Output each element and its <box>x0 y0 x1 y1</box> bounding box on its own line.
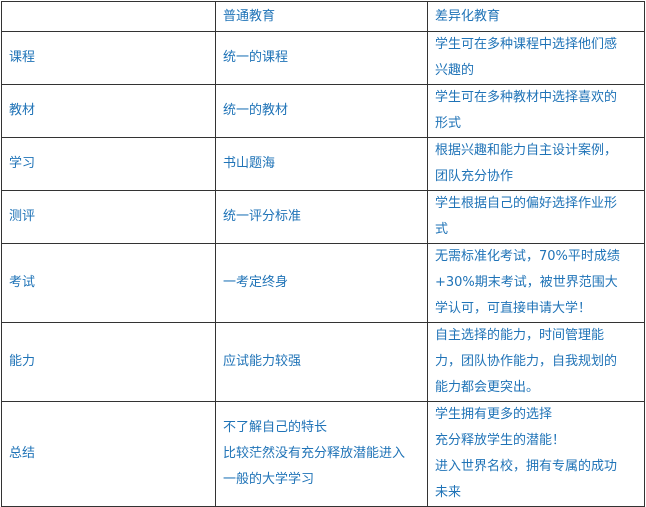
cell-line: 学生可在多种课程中选择他们感 <box>435 37 618 52</box>
cell-line: 未来 <box>435 485 462 500</box>
cell-line: 学生可在多种教材中选择喜欢的 <box>435 90 618 105</box>
differentiated-education-cell: 无需标准化考试，70%平时成绩 +30%期末考试，被世界范围大 学认可，可直接申请大… <box>427 243 645 323</box>
cell-line: 进入世界名校，拥有专属的成功 <box>435 459 618 474</box>
cell-line: 统一评分标准 <box>223 209 302 224</box>
row-label: 课程 <box>1 31 216 85</box>
row-label: 考试 <box>1 243 216 323</box>
differentiated-education-cell: 根据兴趣和能力自主设计案例， 团队充分协作 <box>427 137 645 191</box>
cell-line: 能力都会更突出。 <box>435 380 540 395</box>
cell-line: 自主选择的能力，时间管理能 <box>435 328 605 343</box>
cell-line: 书山题海 <box>223 156 276 171</box>
row-label: 学习 <box>1 137 216 191</box>
cell-line: 学认可，可直接申请大学！ <box>435 301 592 316</box>
table-row: 总结 不了解自己的特长 比较茫然没有充分释放潜能进入 一般的大学学习 学生拥有更多的选择… <box>1 401 645 507</box>
row-label: 教材 <box>1 84 216 138</box>
cell-line: 应试能力较强 <box>223 354 302 369</box>
cell-line: 不了解自己的特长 <box>223 420 328 435</box>
normal-education-cell: 应试能力较强 <box>215 322 428 402</box>
normal-education-cell: 书山题海 <box>215 137 428 191</box>
cell-line: 比较茫然没有充分释放潜能进入 <box>223 446 406 461</box>
table-row: 考试 一考定终身 无需标准化考试，70%平时成绩 +30%期末考试，被世界范围大 学认可… <box>1 243 645 323</box>
differentiated-education-cell: 自主选择的能力，时间管理能 力，团队协作能力，自我规划的 能力都会更突出。 <box>427 322 645 402</box>
row-label: 能力 <box>1 322 216 402</box>
header-normal-education: 普通教育 <box>215 1 428 32</box>
table-row: 教材 统一的教材 学生可在多种教材中选择喜欢的 形式 <box>1 84 645 138</box>
normal-education-cell: 统一评分标准 <box>215 190 428 244</box>
cell-line: 学生拥有更多的选择 <box>435 407 553 422</box>
header-row: 普通教育 差异化教育 <box>1 1 645 32</box>
table-row: 测评 统一评分标准 学生根据自己的偏好选择作业形式 <box>1 190 645 244</box>
cell-line: 力，团队协作能力，自我规划的 <box>435 354 618 369</box>
differentiated-education-cell: 学生拥有更多的选择 充分释放学生的潜能！ 进入世界名校，拥有专属的成功 未来 <box>427 401 645 507</box>
header-cell-empty <box>1 1 216 32</box>
cell-line: 统一的教材 <box>223 103 289 118</box>
normal-education-cell: 统一的课程 <box>215 31 428 85</box>
table-row: 学习 书山题海 根据兴趣和能力自主设计案例， 团队充分协作 <box>1 137 645 191</box>
normal-education-cell: 不了解自己的特长比较茫然没有充分释放潜能进入 一般的大学学习 <box>215 401 428 507</box>
cell-line: 形式 <box>435 116 462 131</box>
differentiated-education-cell: 学生可在多种课程中选择他们感 兴趣的 <box>427 31 645 85</box>
differentiated-education-cell: 学生可在多种教材中选择喜欢的 形式 <box>427 84 645 138</box>
normal-education-cell: 统一的教材 <box>215 84 428 138</box>
table-row: 能力 应试能力较强 自主选择的能力，时间管理能 力，团队协作能力，自我规划的 能力都会更… <box>1 322 645 402</box>
cell-line: 一考定终身 <box>223 275 289 290</box>
cell-line: 兴趣的 <box>435 63 475 78</box>
row-label: 总结 <box>1 401 216 507</box>
cell-line: 统一的课程 <box>223 50 289 65</box>
cell-line: 式 <box>435 222 449 237</box>
cell-line: 无需标准化考试，70%平时成绩 <box>435 249 620 264</box>
cell-line: +30%期末考试，被世界范围大 <box>435 275 618 290</box>
row-label: 测评 <box>1 190 216 244</box>
differentiated-education-cell: 学生根据自己的偏好选择作业形式 <box>427 190 645 244</box>
normal-education-cell: 一考定终身 <box>215 243 428 323</box>
cell-line: 学生根据自己的偏好选择作业形 <box>435 196 618 211</box>
table-row: 课程 统一的课程 学生可在多种课程中选择他们感 兴趣的 <box>1 31 645 85</box>
cell-line: 根据兴趣和能力自主设计案例， <box>435 143 618 158</box>
header-differentiated-education: 差异化教育 <box>427 1 645 32</box>
cell-line: 充分释放学生的潜能！ <box>435 433 566 448</box>
cell-line: 团队充分协作 <box>435 169 514 184</box>
cell-line: 一般的大学学习 <box>223 472 315 487</box>
